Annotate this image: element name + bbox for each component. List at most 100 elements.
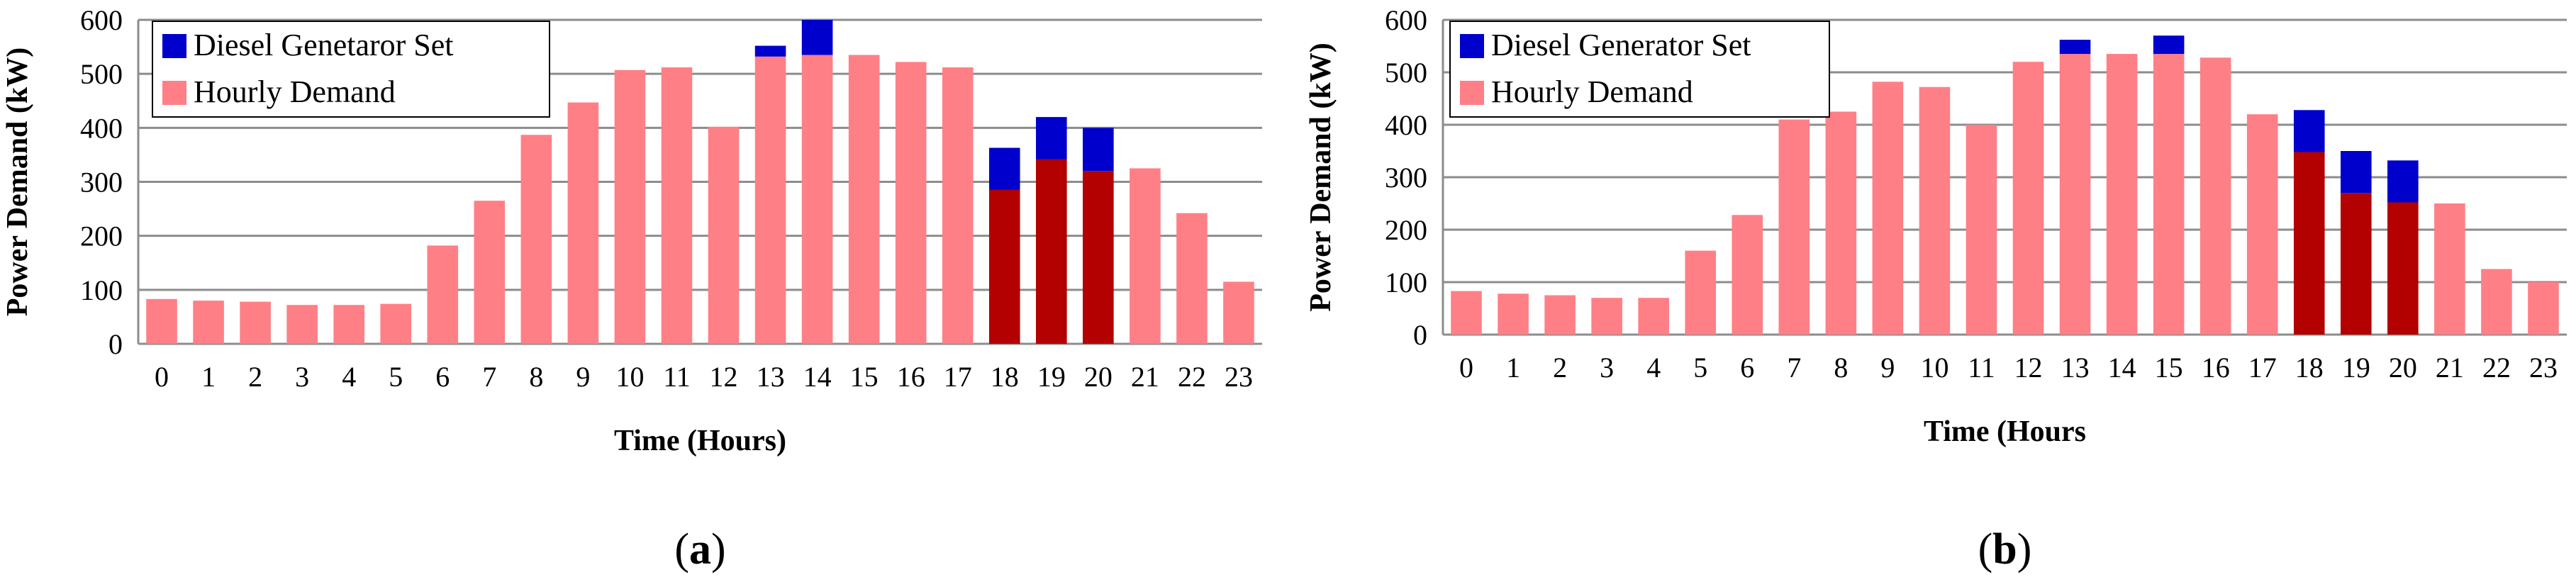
x-tick-label: 12 — [710, 361, 738, 393]
x-tick-label: 10 — [1920, 352, 1948, 384]
legend: Diesel Generator Set Hourly Demand — [1449, 21, 1830, 118]
legend-label: Diesel Generator Set — [1491, 28, 1751, 62]
panel-label-letter: a — [689, 525, 711, 573]
bar-hourly-demand — [1638, 298, 1669, 335]
x-tick-label: 21 — [2436, 352, 2464, 384]
x-tick-label: 22 — [1178, 361, 1206, 393]
bar-hourly-demand — [2434, 203, 2465, 335]
bar-hourly-demand — [2106, 54, 2138, 335]
x-axis-title: Time (Hours) — [614, 425, 786, 457]
panel-label-close: ) — [711, 525, 726, 573]
panel-label: (b) — [1978, 525, 2032, 573]
bar-hourly-demand — [2528, 282, 2559, 335]
bar-hourly-demand — [848, 55, 880, 344]
bar-hourly-demand — [1451, 291, 1482, 335]
legend-swatch — [162, 81, 186, 105]
bar-hourly-demand — [2199, 57, 2231, 335]
bar-diesel-generator — [2293, 110, 2325, 152]
x-tick-label: 10 — [615, 361, 644, 393]
x-tick-label: 12 — [2014, 352, 2043, 384]
bar-hourly-demand — [2153, 54, 2185, 335]
bar-hourly-demand — [427, 245, 459, 344]
bar-hourly-demand — [567, 102, 599, 344]
legend-label: Hourly Demand — [194, 74, 396, 109]
bar-hourly-demand — [1036, 159, 1067, 344]
x-tick-label: 4 — [1646, 352, 1661, 384]
bar-hourly-demand — [1825, 111, 1857, 335]
bar-diesel-generator — [2059, 40, 2091, 55]
legend-swatch — [1460, 34, 1484, 58]
bar-diesel-generator — [988, 147, 1020, 190]
x-tick-label: 21 — [1131, 361, 1159, 393]
x-tick-label: 9 — [576, 361, 590, 393]
bar-hourly-demand — [1685, 250, 1717, 335]
panel-label-close: ) — [2017, 525, 2032, 573]
x-tick-label: 13 — [757, 361, 785, 393]
y-tick-label: 400 — [1385, 109, 1427, 141]
bar-hourly-demand — [474, 201, 506, 344]
bar-hourly-demand — [1591, 298, 1622, 335]
x-tick-label: 15 — [850, 361, 879, 393]
bar-hourly-demand — [942, 67, 974, 344]
x-tick-label: 22 — [2482, 352, 2511, 384]
legend-label: Hourly Demand — [1491, 74, 1693, 109]
x-tick-label: 17 — [2248, 352, 2277, 384]
x-tick-label: 0 — [1459, 352, 1473, 384]
x-tick-label: 19 — [1037, 361, 1066, 393]
y-tick-label: 600 — [80, 4, 123, 36]
bar-diesel-generator — [2341, 151, 2372, 194]
bar-hourly-demand — [1130, 168, 1161, 344]
y-tick-label: 400 — [80, 112, 123, 144]
x-tick-label: 6 — [1740, 352, 1754, 384]
x-tick-label: 16 — [897, 361, 925, 393]
x-tick-label: 8 — [1834, 352, 1848, 384]
x-tick-label: 3 — [1600, 352, 1614, 384]
x-axis-title: Time (Hours — [1924, 415, 2086, 448]
bar-diesel-generator — [801, 20, 833, 55]
bar-hourly-demand — [801, 55, 833, 344]
bar-diesel-generator — [1083, 128, 1114, 172]
y-tick-label: 100 — [1385, 267, 1427, 298]
x-tick-label: 1 — [201, 361, 216, 393]
bar-hourly-demand — [1919, 86, 1951, 335]
x-tick-label: 11 — [663, 361, 691, 393]
x-tick-label: 14 — [2108, 352, 2136, 384]
x-tick-label: 3 — [295, 361, 309, 393]
legend-label: Diesel Genetaror Set — [194, 28, 454, 62]
x-tick-label: 19 — [2342, 352, 2370, 384]
y-tick-label: 200 — [80, 220, 123, 252]
x-tick-label: 7 — [482, 361, 496, 393]
bar-hourly-demand — [895, 62, 927, 344]
bar-hourly-demand — [1223, 281, 1254, 344]
bar-hourly-demand — [2341, 193, 2372, 335]
bar-hourly-demand — [380, 303, 412, 344]
x-tick-label: 18 — [991, 361, 1019, 393]
y-axis-title: Power Demand (kW) — [1, 47, 34, 317]
y-tick-label: 500 — [80, 58, 123, 90]
bar-hourly-demand — [1083, 171, 1114, 344]
bar-hourly-demand — [1778, 119, 1810, 335]
bar-hourly-demand — [1732, 215, 1763, 335]
bar-hourly-demand — [988, 189, 1020, 344]
bar-hourly-demand — [1966, 125, 1997, 335]
x-tick-label: 6 — [435, 361, 450, 393]
bar-diesel-generator — [2387, 160, 2419, 203]
panel-label-open: ( — [674, 525, 689, 573]
bar-hourly-demand — [333, 305, 364, 344]
bar-hourly-demand — [2481, 269, 2512, 335]
x-tick-label: 1 — [1506, 352, 1520, 384]
bar-hourly-demand — [286, 305, 318, 344]
x-tick-label: 2 — [1553, 352, 1567, 384]
x-tick-label: 14 — [803, 361, 832, 393]
bar-hourly-demand — [2246, 114, 2278, 335]
x-tick-label: 2 — [248, 361, 262, 393]
x-tick-label: 5 — [1693, 352, 1707, 384]
x-tick-label: 8 — [529, 361, 543, 393]
bar-hourly-demand — [1872, 82, 1904, 335]
legend-box — [1449, 21, 1830, 118]
legend-box — [152, 21, 550, 118]
y-tick-label: 600 — [1385, 4, 1427, 36]
bar-hourly-demand — [2293, 152, 2325, 335]
